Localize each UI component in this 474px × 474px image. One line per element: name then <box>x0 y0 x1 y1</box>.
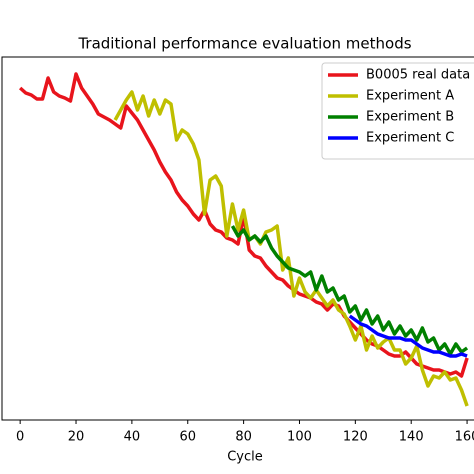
legend-label: Experiment A <box>366 89 454 104</box>
legend-label: B0005 real data <box>366 68 470 83</box>
x-tick-label: 160 <box>455 430 474 445</box>
x-tick-label: 100 <box>287 430 312 445</box>
x-tick-label: 80 <box>235 430 252 445</box>
x-tick-label: 120 <box>343 430 368 445</box>
plot-frame <box>1 56 474 421</box>
data-line <box>230 225 469 356</box>
x-tick-label: 0 <box>16 430 24 445</box>
data-line <box>113 90 469 407</box>
x-tick-label: 20 <box>68 430 85 445</box>
x-axis-label: Cycle <box>227 450 263 465</box>
legend-box <box>321 62 474 160</box>
legend-label: Experiment B <box>366 110 454 125</box>
data-line <box>348 314 468 358</box>
x-tick-label: 140 <box>399 430 424 445</box>
chart-title: Traditional performance evaluation metho… <box>77 35 411 53</box>
x-tick-label: 40 <box>124 430 141 445</box>
legend-label: Experiment C <box>366 131 454 146</box>
x-tick-label: 60 <box>179 430 196 445</box>
